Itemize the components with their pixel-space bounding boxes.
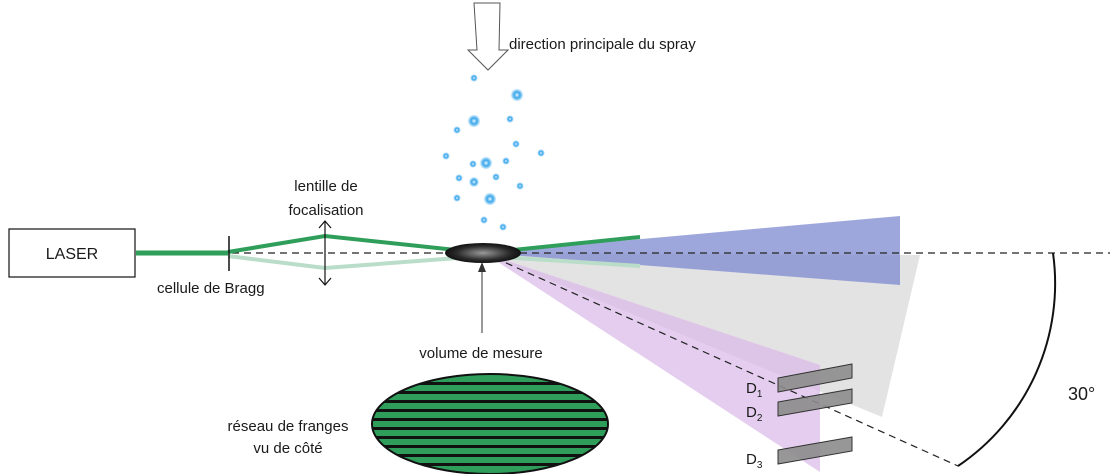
bragg-cell-label: cellule de Bragg [157,280,265,297]
laser-label: LASER [46,246,98,263]
fringe-line [372,427,608,430]
spray-direction-label: direction principale du spray [509,36,696,53]
droplet [469,160,477,168]
angle-arc [957,252,1057,467]
droplet [516,182,524,190]
detector-d3 [777,436,853,465]
angle-label: 30° [1068,384,1095,404]
fringe-line [372,409,608,412]
measurement-volume-pointer [478,262,486,333]
scatter-cone-blue [484,216,900,285]
fringe-pattern [371,373,609,474]
droplet [483,192,497,206]
detector-d1-label: D1 [746,380,763,400]
focusing-lens-icon [318,220,332,286]
droplet [442,152,450,160]
fringe-line [372,418,608,421]
droplet [480,216,488,224]
droplet [470,74,478,82]
fringe-line [372,400,608,403]
angle-line-30 [483,252,959,467]
fringe-line [372,445,608,448]
droplet [479,156,493,170]
droplet [468,176,480,188]
fringe-line [372,463,608,466]
laser-box [8,228,136,278]
measurement-volume [445,243,521,263]
droplet [453,126,461,134]
detector-d3-label: D3 [746,451,763,471]
droplet [512,140,520,148]
scatter-cone-purple [484,253,820,472]
droplet [492,173,500,181]
droplet [499,223,507,231]
droplet [467,114,481,128]
beam-faded [227,254,485,271]
fringe-line [372,391,608,394]
detector-d2-label: D2 [746,404,763,424]
spray-direction-arrow [466,2,510,71]
droplet [502,157,510,165]
fringe-line [372,454,608,457]
fringe-line [372,382,608,385]
fringe-line [372,436,608,439]
lens-label-line2: focalisation [288,202,363,219]
lens-label-line1: lentille de [294,178,357,195]
droplet [537,149,545,157]
droplet [510,88,524,102]
beam-upper [227,233,641,256]
droplet [506,115,514,123]
droplet [455,174,463,182]
fringe-label-line1: réseau de franges [228,418,349,435]
droplet-cloud [442,74,545,231]
detector-d1 [777,363,853,393]
droplet [453,194,461,202]
measurement-volume-label: volume de mesure [419,345,542,362]
detector-d2 [777,388,853,417]
fringe-label-line2: vu de côté [253,440,322,457]
